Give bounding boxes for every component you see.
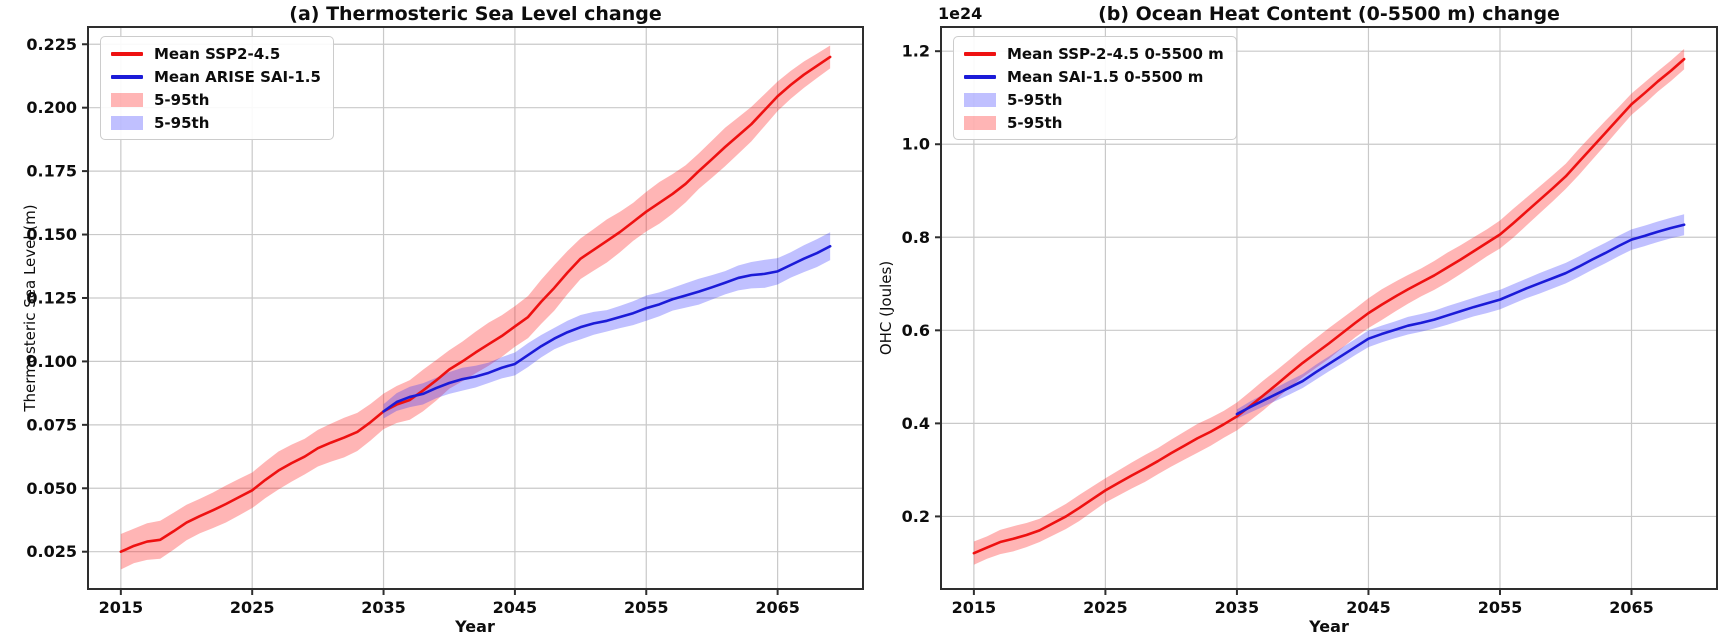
legend-item-label: Mean SSP2-4.5 xyxy=(154,44,281,63)
panel-a-title: (a) Thermosteric Sea Level change xyxy=(289,3,662,25)
sai-band-swatch-icon xyxy=(964,92,996,107)
x-tick-label: 2045 xyxy=(1346,598,1391,617)
plot-spines xyxy=(87,26,864,590)
legend-item-label: 5-95th xyxy=(1007,90,1063,109)
y-tick-label: 1.2 xyxy=(902,42,930,61)
panel-a-legend: Mean SSP2-4.5 Mean ARISE SAI-1.5 5-95th … xyxy=(100,36,334,140)
legend-item-label: Mean SAI-1.5 0-5500 m xyxy=(1007,67,1204,86)
sai-mean-line xyxy=(1235,223,1686,416)
sai-mean-line xyxy=(382,244,832,413)
sai-band-swatch-icon xyxy=(111,115,143,130)
x-tick-label: 2065 xyxy=(755,598,800,617)
y-tick-label: 0.150 xyxy=(26,225,77,244)
y-tick-label: 0.8 xyxy=(902,228,930,247)
sai-uncertainty-band xyxy=(383,232,831,419)
panel-b-axis-offset-text: 1e24 xyxy=(938,4,983,23)
panel-b-legend: Mean SSP-2-4.5 0-5500 m Mean SAI-1.5 0-5… xyxy=(953,36,1237,140)
ssp-line-swatch-icon xyxy=(111,51,143,56)
ssp-uncertainty-band xyxy=(120,45,831,570)
legend-item-label: 5-95th xyxy=(1007,113,1063,132)
legend-item: 5-95th xyxy=(111,113,321,132)
y-tick-label: 0.050 xyxy=(26,479,77,498)
ssp-band-swatch-icon xyxy=(964,115,996,130)
x-tick-label: 2035 xyxy=(1215,598,1260,617)
chart-canvas: 2015 2025 2035 2045 2055 2065 0.025 0.050 0.075 0… xyxy=(26,26,864,617)
ssp-mean-line xyxy=(972,57,1686,555)
legend-item-label: Mean SSP-2-4.5 0-5500 m xyxy=(1007,44,1224,63)
legend-item: Mean SSP-2-4.5 0-5500 m xyxy=(964,44,1224,63)
y-tick-label: 0.125 xyxy=(26,288,77,307)
legend-item: 5-95th xyxy=(964,90,1224,109)
panel-b-plot-area: 2015 2025 2035 2045 2055 2065 0.2 0.4 0.6 0.8 1.0 1… xyxy=(902,26,1718,617)
x-tick-label: 2025 xyxy=(230,598,275,617)
ssp-line-swatch-icon xyxy=(964,51,996,56)
ssp-band-swatch-icon xyxy=(111,92,143,107)
y-tick-label: 0.200 xyxy=(26,98,77,117)
y-tick-label: 0.2 xyxy=(902,507,930,526)
panel-a-x-axis-label: Year xyxy=(455,617,495,636)
x-tick-label: 2015 xyxy=(99,598,144,617)
y-tick-label: 1.0 xyxy=(902,135,930,154)
legend-item: 5-95th xyxy=(964,113,1224,132)
y-tick-label: 0.4 xyxy=(902,414,930,433)
y-tick-label: 0.175 xyxy=(26,162,77,181)
x-tick-label: 2015 xyxy=(952,598,997,617)
x-tick-label: 2055 xyxy=(1478,598,1523,617)
panel-a-plot-area: 2015 2025 2035 2045 2055 2065 0.025 0.050 0.075 0… xyxy=(26,26,864,617)
y-tick-label: 0.100 xyxy=(26,352,77,371)
panel-b-title: (b) Ocean Heat Content (0-5500 m) change xyxy=(1098,3,1560,25)
chart-canvas: 2015 2025 2035 2045 2055 2065 0.2 0.4 0.6 0.8 1.0 1… xyxy=(902,26,1718,617)
legend-item-label: Mean ARISE SAI-1.5 xyxy=(154,67,321,86)
legend-item-label: 5-95th xyxy=(154,90,210,109)
x-tick-label: 2035 xyxy=(361,598,406,617)
y-tick-label: 0.6 xyxy=(902,321,930,340)
legend-item: 5-95th xyxy=(111,90,321,109)
sai-line-swatch-icon xyxy=(964,74,996,79)
panel-b-x-axis-label: Year xyxy=(1309,617,1349,636)
plot-spines xyxy=(940,26,1718,590)
sai-uncertainty-band xyxy=(1236,214,1685,419)
ssp-mean-line xyxy=(119,55,832,554)
y-tick-label: 0.225 xyxy=(26,35,77,54)
x-tick-label: 2025 xyxy=(1083,598,1128,617)
axis-ticks: 2015 2025 2035 2045 2055 2065 0.025 0.050 0.075 0… xyxy=(26,35,799,617)
x-tick-label: 2055 xyxy=(624,598,669,617)
legend-item: Mean SSP2-4.5 xyxy=(111,44,321,63)
legend-item: Mean SAI-1.5 0-5500 m xyxy=(964,67,1224,86)
y-tick-label: 0.025 xyxy=(26,542,77,561)
x-tick-label: 2045 xyxy=(493,598,538,617)
x-tick-label: 2065 xyxy=(1609,598,1654,617)
legend-item: Mean ARISE SAI-1.5 xyxy=(111,67,321,86)
sai-line-swatch-icon xyxy=(111,74,143,79)
panel-b-y-axis-label: OHC (Joules) xyxy=(877,260,895,356)
axis-ticks: 2015 2025 2035 2045 2055 2065 0.2 0.4 0.6 0.8 1.0 1… xyxy=(902,42,1654,617)
legend-item-label: 5-95th xyxy=(154,113,210,132)
y-tick-label: 0.075 xyxy=(26,415,77,434)
